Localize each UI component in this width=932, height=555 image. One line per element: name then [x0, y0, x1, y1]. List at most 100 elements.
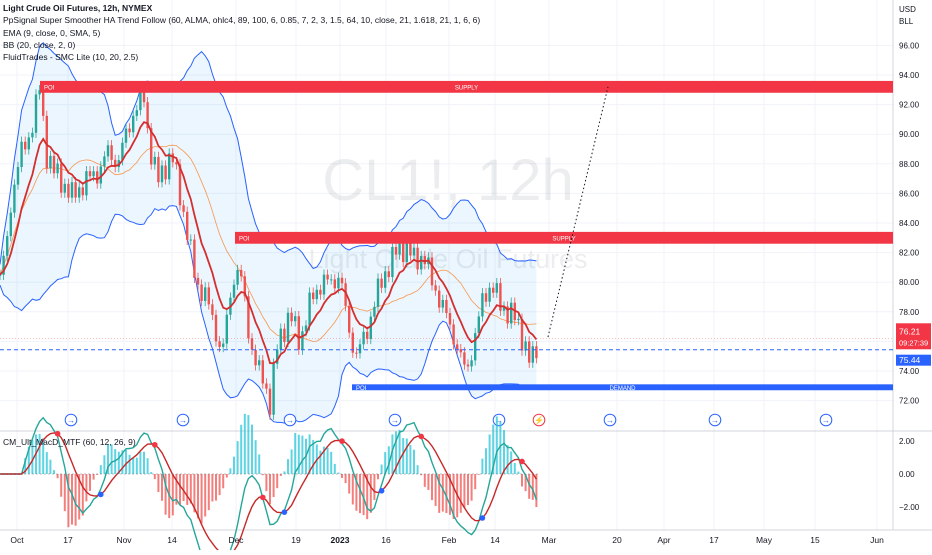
macd-histogram-bar — [351, 474, 354, 505]
event-glyph: → — [179, 416, 187, 425]
candle-body — [502, 306, 506, 311]
candle-body — [272, 363, 275, 415]
macd-cross-dot — [339, 438, 345, 444]
candle-body — [222, 343, 225, 347]
candle-body — [16, 167, 20, 185]
candle-body — [358, 344, 362, 354]
event-glyph: → — [711, 416, 719, 425]
macd-histogram-bar — [135, 457, 138, 474]
candle-body — [326, 274, 329, 280]
candle-body — [52, 155, 56, 174]
price-tick-label: 82.00 — [899, 249, 920, 258]
time-tick-label: 14 — [167, 535, 177, 545]
candle-body — [380, 278, 383, 288]
macd-histogram-bar — [85, 474, 88, 502]
candle-body — [20, 141, 23, 168]
macd-histogram-bar — [528, 474, 531, 499]
macd-histogram-bar — [103, 455, 106, 474]
macd-histogram-bar — [344, 474, 347, 484]
candle-body — [391, 246, 394, 278]
legend-pp-signal[interactable]: PpSignal Super Smoother HA Trend Follow … — [3, 15, 481, 26]
macd-histogram-bar — [132, 458, 135, 474]
candle-body — [405, 240, 408, 263]
last-price-value: 76.21 — [899, 326, 921, 336]
candle-body — [492, 287, 495, 293]
macd-legend[interactable]: CM_Ult_MacD_MTF (60, 12, 26, 9) — [3, 437, 136, 447]
candle-body — [384, 271, 387, 288]
time-tick-label: Nov — [116, 535, 132, 545]
candle-body — [344, 283, 347, 306]
legend-bb[interactable]: BB (20, close, 2, 0) — [3, 39, 76, 50]
price-axis[interactable]: USD BLL 96.00 94.00 92.00 90.00 88.00 86.00 84.0… — [896, 5, 931, 512]
price-tick-label: 88.00 — [899, 160, 920, 169]
macd-histogram-bar — [297, 434, 300, 474]
macd-histogram-bar — [96, 474, 99, 475]
candle-body — [340, 277, 344, 284]
legend-ema[interactable]: EMA (9, close, 0, SMA, 5) — [3, 27, 101, 38]
candle-body — [204, 287, 207, 301]
candle-body — [135, 110, 138, 116]
candle-body — [207, 287, 210, 305]
candle-body — [351, 332, 354, 353]
macd-histogram-bar — [470, 474, 473, 501]
macd-histogram-bar — [153, 474, 156, 480]
macd-histogram-bar — [373, 474, 376, 501]
candle-body — [9, 212, 12, 237]
macd-histogram-bar — [535, 474, 538, 508]
time-axis[interactable]: Oct 17 Nov 14 Dec 19 2023 16 Feb 14 Mar 20 Apr 17 May 1… — [10, 535, 884, 545]
macd-histogram-bar — [157, 474, 160, 493]
macd-histogram-bar — [377, 474, 379, 480]
symbol-title[interactable]: Light Crude Oil Futures, 12h, NYMEX — [3, 3, 153, 13]
macd-histogram-bar — [488, 434, 491, 474]
macd-histogram-bar — [150, 472, 153, 474]
candle-body — [430, 257, 434, 286]
macd-histogram-bar — [402, 437, 405, 474]
macd-histogram-bar — [492, 424, 495, 474]
macd-histogram-bar — [265, 474, 268, 492]
candle-body — [373, 306, 376, 317]
candle-body — [88, 171, 92, 177]
macd-histogram-bar — [423, 474, 426, 487]
unit-label: BLL — [899, 17, 914, 26]
macd-histogram-bar — [294, 433, 297, 474]
price-tick-label: 96.00 — [899, 41, 920, 50]
candle-body — [189, 239, 192, 241]
macd-histogram-bar — [247, 415, 250, 474]
macd-histogram-bar — [197, 474, 199, 519]
candle-body — [81, 187, 84, 196]
candle-body — [499, 283, 502, 311]
macd-histogram-bar — [308, 434, 311, 474]
macd-histogram-bar — [279, 474, 282, 476]
candle-body — [171, 153, 174, 163]
candle-body — [528, 341, 531, 363]
candle-body — [294, 316, 297, 322]
time-tick-label: Oct — [10, 535, 24, 545]
macd-histogram-bar — [449, 474, 451, 515]
candle-body — [211, 304, 214, 315]
candle-body — [477, 316, 480, 334]
candle-body — [182, 205, 185, 212]
candle-body — [67, 183, 70, 198]
candle-body — [27, 137, 30, 150]
macd-histogram-bar — [319, 450, 322, 474]
price-tick-label: 74.00 — [899, 367, 920, 376]
candle-body — [412, 247, 416, 256]
macd-histogram-bar — [341, 474, 343, 478]
candle-body — [456, 344, 459, 350]
candle-body — [398, 243, 401, 255]
macd-histogram-bar — [495, 416, 498, 474]
legend-fluidtrades[interactable]: FluidTrades - SMC Lite (10, 20, 2.5) — [3, 52, 139, 63]
event-glyph: ⚡ — [534, 415, 544, 425]
candle-body — [153, 156, 156, 165]
macd-cross-dot — [479, 515, 486, 521]
macd-histogram-bar — [276, 474, 279, 489]
macd-histogram-bar — [218, 474, 221, 496]
macd-histogram-bar — [330, 451, 333, 474]
macd-histogram-bar — [438, 474, 441, 513]
macd-histogram-bar — [362, 474, 365, 516]
candle-body — [416, 247, 419, 270]
price-tick-label: 78.00 — [899, 308, 920, 317]
candle-body — [276, 349, 279, 364]
candle-body — [495, 283, 498, 293]
